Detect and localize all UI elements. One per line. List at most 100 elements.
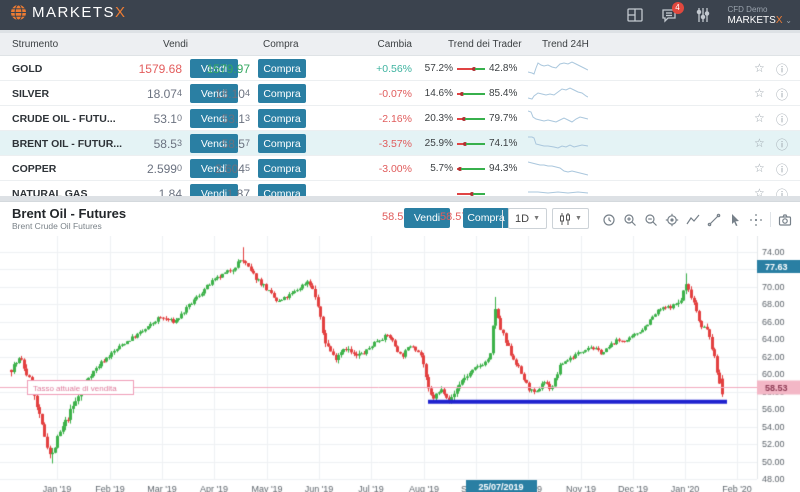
logo-text: MARKETSX bbox=[32, 4, 127, 21]
sell-price: 58.53 bbox=[153, 137, 182, 151]
interval-clock-icon[interactable] bbox=[602, 213, 616, 227]
timeframe-dropdown[interactable]: 1D ▼ bbox=[508, 208, 547, 229]
trader-trend-bar bbox=[457, 142, 485, 146]
sparkline-24h bbox=[528, 87, 588, 100]
col-strumento: Strumento bbox=[12, 39, 59, 50]
info-icon[interactable]: ⓘ bbox=[776, 188, 789, 196]
sparkline-24h bbox=[528, 61, 588, 75]
table-row[interactable]: SILVER 18.074 Vendi 18.104 Compra -0.07%… bbox=[0, 81, 800, 106]
instrument-name: BRENT OIL - FUTUR... bbox=[12, 138, 123, 150]
table-row[interactable]: BRENT OIL - FUTUR... 58.53 Vendi 58.57 C… bbox=[0, 131, 800, 156]
favorite-star-icon[interactable]: ☆ bbox=[754, 136, 765, 150]
chart-title: Brent Oil - Futures bbox=[12, 206, 127, 221]
info-icon[interactable]: ⓘ bbox=[776, 113, 789, 127]
chart-buy-button[interactable]: Compra bbox=[463, 208, 509, 228]
account-name: MARKETSX ⌄ bbox=[727, 15, 793, 26]
buyers-percent: 85.4% bbox=[489, 88, 518, 99]
buy-price: 53.13 bbox=[221, 112, 250, 126]
chevron-down-icon: ⌄ bbox=[785, 16, 792, 25]
chart-buy-price: 58.57 bbox=[440, 211, 468, 223]
buy-button[interactable]: Compra bbox=[258, 159, 306, 178]
sell-price: 53.10 bbox=[153, 112, 182, 126]
favorite-star-icon[interactable]: ☆ bbox=[754, 186, 765, 196]
sparkline-24h bbox=[528, 110, 588, 123]
change-percent: +0.56% bbox=[376, 63, 412, 75]
buy-button[interactable]: Compra bbox=[258, 109, 306, 128]
price-chart-canvas[interactable] bbox=[0, 236, 800, 492]
favorite-star-icon[interactable]: ☆ bbox=[754, 161, 765, 175]
trend-line-tool-icon[interactable] bbox=[686, 213, 700, 227]
sell-button[interactable]: Vendi bbox=[190, 184, 238, 196]
sellers-percent: 25.9% bbox=[424, 138, 453, 149]
sell-price: 18.074 bbox=[146, 87, 182, 101]
watchlist-table: Strumento Vendi Compra Cambia Trend dei … bbox=[0, 33, 800, 196]
change-percent: -0.07% bbox=[378, 88, 412, 100]
layout-icon[interactable] bbox=[626, 6, 644, 24]
watchlist-header-row: Strumento Vendi Compra Cambia Trend dei … bbox=[0, 33, 800, 56]
sell-button[interactable]: Vendi bbox=[190, 159, 238, 178]
sellers-percent: 20.3% bbox=[424, 113, 453, 124]
buyers-percent: 94.3% bbox=[489, 163, 518, 174]
sell-price: 1.84 bbox=[158, 187, 182, 196]
favorite-star-icon[interactable]: ☆ bbox=[754, 61, 765, 75]
buy-button[interactable]: Compra bbox=[258, 134, 306, 153]
col-trend-trader: Trend dei Trader bbox=[448, 39, 522, 50]
draw-line-icon[interactable] bbox=[707, 213, 721, 227]
change-percent: -3.57% bbox=[378, 138, 412, 150]
chart-header: Brent Oil - Futures Brent Crude Oil Futu… bbox=[0, 202, 800, 236]
chart-subtitle: Brent Crude Oil Futures bbox=[12, 221, 102, 231]
logo[interactable]: MARKETSX bbox=[10, 4, 127, 21]
cursor-icon[interactable] bbox=[728, 213, 742, 227]
chart-style-dropdown[interactable]: ▼ bbox=[552, 208, 589, 229]
sell-button[interactable]: Vendi bbox=[190, 59, 238, 78]
trader-trend-bar bbox=[457, 92, 485, 96]
instrument-name: COPPER bbox=[12, 163, 57, 175]
chart-panel: Brent Oil - Futures Brent Crude Oil Futu… bbox=[0, 201, 800, 492]
candlestick-icon bbox=[560, 212, 570, 225]
account-menu[interactable]: CFD Demo MARKETSX ⌄ bbox=[728, 4, 793, 26]
favorite-star-icon[interactable]: ☆ bbox=[754, 86, 765, 100]
chevron-down-icon: ▼ bbox=[575, 215, 582, 222]
globe-icon bbox=[11, 4, 26, 21]
sparkline-24h bbox=[528, 136, 588, 149]
instrument-name: NATURAL GAS bbox=[12, 188, 88, 196]
favorite-star-icon[interactable]: ☆ bbox=[754, 111, 765, 125]
sell-button[interactable]: Vendi bbox=[190, 134, 238, 153]
sellers-percent: 57.2% bbox=[424, 63, 453, 74]
buy-button[interactable]: Compra bbox=[258, 59, 306, 78]
app-header: MARKETSX 4 CFD Demo MARKETSX ⌄ bbox=[0, 0, 800, 30]
buy-button[interactable]: Compra bbox=[258, 184, 306, 196]
trader-trend-bar bbox=[457, 167, 485, 171]
sellers-percent: 5.7% bbox=[430, 163, 453, 174]
info-icon[interactable]: ⓘ bbox=[776, 88, 789, 102]
table-row[interactable]: COPPER 2.5990 Vendi 2.6045 Compra -3.00%… bbox=[0, 156, 800, 181]
chat-icon[interactable]: 4 bbox=[660, 2, 684, 24]
sell-button[interactable]: Vendi bbox=[190, 109, 238, 128]
table-row[interactable]: GOLD 1579.68 Vendi 1579.97 Compra +0.56%… bbox=[0, 56, 800, 81]
crosshair-icon[interactable] bbox=[749, 213, 763, 227]
chart-sell-button[interactable]: Vendi bbox=[404, 208, 450, 228]
buy-price: 18.104 bbox=[214, 87, 250, 101]
trader-trend-bar bbox=[457, 67, 485, 71]
table-row[interactable]: CRUDE OIL - FUTU... 53.10 Vendi 53.13 Co… bbox=[0, 106, 800, 131]
camera-icon[interactable] bbox=[778, 213, 792, 227]
zoom-out-icon[interactable] bbox=[644, 213, 658, 227]
table-row[interactable]: NATURAL GAS 1.84 Vendi 1.87 Compra ☆ ⓘ bbox=[0, 181, 800, 196]
instrument-name: CRUDE OIL - FUTU... bbox=[12, 113, 116, 125]
info-icon[interactable]: ⓘ bbox=[776, 163, 789, 177]
sell-price: 2.5990 bbox=[146, 162, 182, 176]
buy-button[interactable]: Compra bbox=[258, 84, 306, 103]
zoom-in-icon[interactable] bbox=[623, 213, 637, 227]
sell-button[interactable]: Vendi bbox=[190, 84, 238, 103]
buyers-percent: 42.8% bbox=[489, 63, 518, 74]
notification-badge: 4 bbox=[671, 2, 684, 14]
info-icon[interactable]: ⓘ bbox=[776, 138, 789, 152]
reset-scale-icon[interactable] bbox=[665, 213, 679, 227]
instrument-name: SILVER bbox=[12, 88, 50, 100]
account-type: CFD Demo bbox=[727, 5, 768, 14]
col-trend-24h: Trend 24H bbox=[542, 39, 589, 50]
sliders-icon[interactable] bbox=[694, 6, 712, 24]
sellers-percent: 14.6% bbox=[424, 88, 453, 99]
info-icon[interactable]: ⓘ bbox=[776, 63, 789, 77]
sparkline-24h bbox=[528, 161, 588, 176]
